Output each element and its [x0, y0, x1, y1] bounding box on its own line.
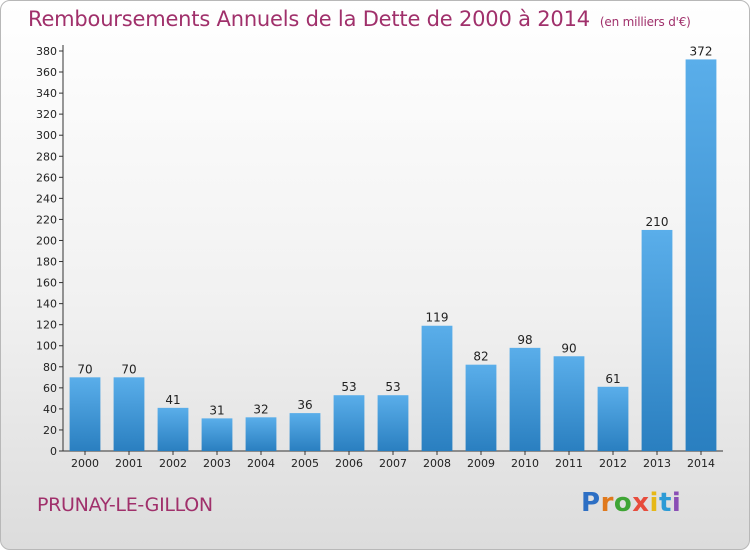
y-tick-label: 280 — [36, 150, 57, 163]
bar — [113, 377, 145, 451]
y-axis: 0 20 40 60 80 100 120 140 160 180 200 220 240 260 280 3… — [36, 45, 64, 458]
logo-letter: i — [671, 488, 682, 518]
bar — [597, 386, 629, 451]
value-labels-group: 70 70 41 31 32 36 53 53 119 82 98 90 61 210 372 — [77, 44, 712, 417]
bar — [333, 395, 365, 451]
bar — [69, 377, 101, 451]
value-label: 53 — [341, 380, 356, 394]
bar — [245, 417, 277, 451]
x-tick-label: 2012 — [599, 457, 627, 470]
bars-group — [69, 59, 717, 451]
value-label: 82 — [473, 350, 488, 364]
value-label: 119 — [426, 311, 449, 325]
value-label: 53 — [385, 380, 400, 394]
bar — [509, 347, 541, 451]
value-label: 61 — [605, 372, 620, 386]
x-axis: 2000 2001 2002 2003 2004 2005 2006 2007 2008 2009… — [63, 450, 723, 470]
x-tick-label: 2001 — [115, 457, 143, 470]
value-label: 98 — [517, 333, 532, 347]
value-label: 36 — [297, 398, 312, 412]
chart-title: Remboursements Annuels de la Dette de 20… — [28, 7, 691, 31]
y-tick-label: 380 — [36, 45, 57, 58]
bar — [553, 356, 585, 451]
logo-letter: i — [649, 488, 659, 518]
y-tick-label: 360 — [36, 66, 57, 79]
value-label: 70 — [121, 362, 136, 376]
chart-unit-label: (en milliers d'€) — [599, 15, 691, 29]
x-tick-label: 2002 — [159, 457, 187, 470]
value-label: 372 — [690, 44, 713, 58]
bar — [465, 364, 497, 451]
x-tick-label: 2008 — [423, 457, 451, 470]
bar — [641, 229, 673, 451]
y-tick-label: 160 — [36, 277, 57, 290]
x-tick-label: 2000 — [71, 457, 99, 470]
x-tick-label: 2007 — [379, 457, 407, 470]
logo-letter: t — [658, 488, 672, 518]
y-tick-label: 200 — [36, 234, 57, 247]
y-tick-label: 0 — [50, 445, 57, 458]
logo-letter: x — [632, 488, 650, 518]
y-tick-label: 260 — [36, 171, 57, 184]
bar — [685, 59, 717, 451]
logo-letter: o — [613, 488, 633, 518]
y-tick-label: 120 — [36, 319, 57, 332]
town-name: PRUNAY-LE-GILLON — [37, 494, 213, 516]
logo-letter: r — [600, 488, 614, 518]
y-tick-label: 220 — [36, 213, 57, 226]
y-tick-label: 60 — [43, 382, 57, 395]
x-tick-label: 2010 — [511, 457, 539, 470]
bar — [421, 325, 453, 451]
value-label: 41 — [165, 393, 180, 407]
value-label: 90 — [561, 341, 576, 355]
y-tick-label: 100 — [36, 340, 57, 353]
y-tick-label: 180 — [36, 256, 57, 269]
x-tick-label: 2003 — [203, 457, 231, 470]
x-tick-label: 2011 — [555, 457, 583, 470]
x-tick-label: 2009 — [467, 457, 495, 470]
y-tick-label: 140 — [36, 298, 57, 311]
logo-letter: P — [581, 488, 601, 518]
x-tick-label: 2004 — [247, 457, 275, 470]
y-tick-label: 240 — [36, 192, 57, 205]
y-tick-label: 300 — [36, 129, 57, 142]
chart-title-text: Remboursements Annuels de la Dette de 20… — [28, 7, 590, 31]
x-tick-label: 2014 — [687, 457, 715, 470]
bar — [157, 407, 189, 451]
y-tick-label: 340 — [36, 87, 57, 100]
y-tick-label: 40 — [43, 403, 57, 416]
y-tick-label: 80 — [43, 361, 57, 374]
value-label: 210 — [646, 215, 669, 229]
x-tick-label: 2006 — [335, 457, 363, 470]
value-label: 32 — [253, 402, 268, 416]
y-tick-label: 320 — [36, 108, 57, 121]
proxiti-logo: Proxiti — [581, 488, 681, 518]
x-tick-label: 2013 — [643, 457, 671, 470]
y-tick-label: 20 — [43, 424, 57, 437]
bar — [377, 395, 409, 451]
bar — [201, 418, 233, 451]
value-label: 70 — [77, 362, 92, 376]
x-tick-label: 2005 — [291, 457, 319, 470]
value-label: 31 — [209, 403, 224, 417]
bar — [289, 413, 321, 451]
